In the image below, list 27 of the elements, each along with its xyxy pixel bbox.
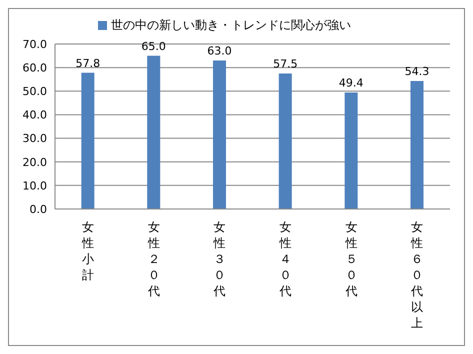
bar (344, 92, 358, 209)
bar (213, 60, 226, 209)
y-tick-label: 50.0 (22, 85, 47, 98)
y-tick-label: 40.0 (22, 108, 47, 122)
x-tick-label: 女性５０代 (344, 220, 358, 298)
y-tick-label: 70.0 (22, 38, 47, 51)
y-tick-label: 60.0 (22, 61, 47, 74)
legend-label: 世の中の新しい動き・トレンドに関心が強い (111, 18, 351, 32)
x-tick-label: 女性３０代 (212, 220, 226, 298)
data-label: 49.4 (338, 76, 364, 90)
bar (278, 73, 292, 209)
x-tick-label: 女性小計 (80, 220, 94, 282)
x-tick-label: 女性４０代 (278, 220, 292, 298)
y-tick-label: 20.0 (22, 156, 47, 169)
data-label: 57.5 (273, 57, 298, 70)
x-tick-label: 女性２０代 (146, 220, 160, 298)
bar (81, 72, 94, 209)
data-label: 54.3 (404, 65, 430, 78)
bar (410, 81, 424, 209)
bar (147, 56, 160, 209)
y-tick-label: 0.0 (30, 202, 47, 216)
data-label: 65.0 (141, 40, 166, 53)
data-label: 57.8 (76, 56, 100, 70)
x-tick-label: 女性６０代以上 (410, 220, 424, 330)
y-tick-label: 30.0 (22, 132, 47, 146)
data-label: 63.0 (207, 44, 232, 58)
y-tick-label: 10.0 (22, 179, 47, 192)
